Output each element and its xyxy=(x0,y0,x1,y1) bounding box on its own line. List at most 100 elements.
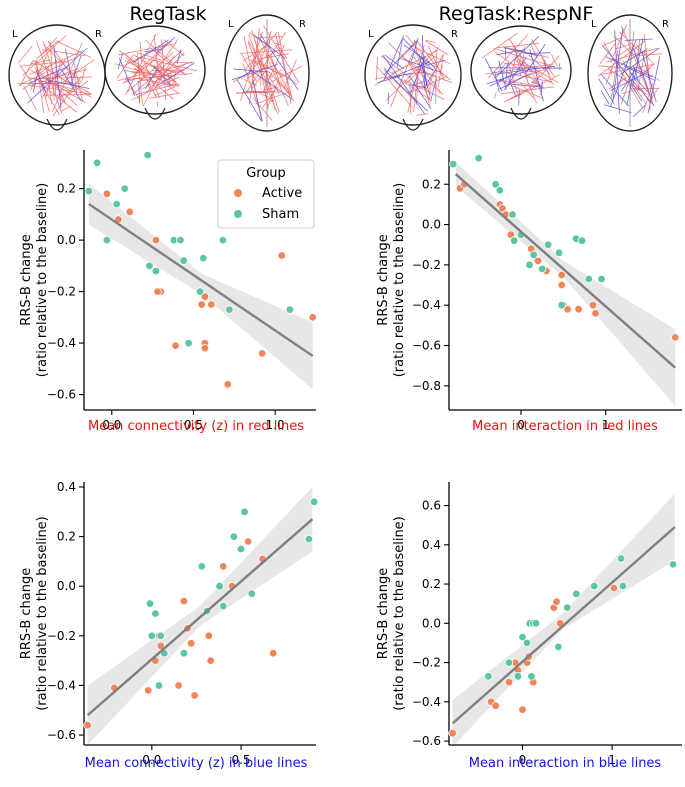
data-point-active xyxy=(574,305,583,314)
data-point-sham xyxy=(92,158,102,168)
legend-marker-sham xyxy=(233,209,243,219)
red-connection-edge xyxy=(241,59,263,80)
red-connection-edge xyxy=(239,49,293,54)
data-point-sham xyxy=(597,274,606,284)
red-connection-edge xyxy=(54,80,67,105)
blue-connection-edge xyxy=(495,65,555,75)
red-connection-edge xyxy=(481,32,518,59)
brain-outline xyxy=(364,24,462,126)
red-connection-edge xyxy=(383,67,433,102)
data-point-active xyxy=(448,729,457,738)
red-connection-edge xyxy=(145,42,169,69)
data-point-sham xyxy=(508,210,517,219)
red-connection-edge xyxy=(399,40,419,61)
red-connection-edge xyxy=(23,85,37,111)
red-connection-edge xyxy=(42,37,58,54)
red-connection-edge xyxy=(270,55,281,87)
x-tick-label: 0.5 xyxy=(231,753,250,767)
red-connection-edge xyxy=(52,75,82,117)
red-connection-edge xyxy=(247,40,280,94)
data-point-active xyxy=(153,287,162,296)
red-connection-edge xyxy=(376,56,378,81)
y-tick-label: −0.2 xyxy=(412,656,441,670)
red-connection-edge xyxy=(37,78,61,116)
blue-connection-edge xyxy=(60,68,82,102)
blue-connection-edge xyxy=(540,81,543,96)
data-point-sham xyxy=(510,236,519,245)
blue-connection-edge xyxy=(620,68,636,92)
red-connection-edge xyxy=(125,56,174,100)
blue-connection-edge xyxy=(421,35,426,89)
blue-connection-edge xyxy=(495,36,540,78)
brain-left-label: L xyxy=(368,29,374,40)
red-connection-edge xyxy=(131,50,183,96)
red-connection-edge xyxy=(36,41,63,114)
data-point-sham xyxy=(531,619,541,628)
x-tick-label: 0.0 xyxy=(102,418,121,432)
red-connection-edge xyxy=(142,70,162,107)
blue-connection-edge xyxy=(153,65,172,86)
red-connection-edge xyxy=(60,77,63,83)
data-point-sham xyxy=(102,235,112,245)
red-connection-edge xyxy=(494,92,497,99)
red-connection-edge xyxy=(435,52,437,104)
blue-connection-edge xyxy=(396,35,404,67)
brainstem-outline xyxy=(144,107,166,120)
blue-connection-edge xyxy=(598,78,615,105)
blue-connection-edge xyxy=(250,69,295,101)
red-connection-edge xyxy=(33,60,92,98)
data-point-sham xyxy=(668,560,678,569)
blue-connection-edge xyxy=(27,47,88,104)
y-tick-label: −0.8 xyxy=(412,379,441,393)
red-connection-edge xyxy=(18,56,77,87)
data-point-sham xyxy=(554,642,563,652)
red-connection-edge xyxy=(59,84,80,99)
red-connection-edge xyxy=(81,67,86,81)
blue-connection-edge xyxy=(624,38,653,41)
red-connection-edge xyxy=(173,62,193,64)
data-point-active xyxy=(204,631,214,640)
data-point-sham xyxy=(577,236,587,245)
red-connection-edge xyxy=(635,44,655,65)
column-title-regtask-respnf: RegTask:RespNF xyxy=(439,3,594,25)
data-point-active xyxy=(218,562,228,571)
red-connection-edge xyxy=(136,69,184,83)
blue-connection-edge xyxy=(499,73,531,90)
blue-connection-edge xyxy=(157,62,195,86)
data-point-active xyxy=(190,691,199,700)
glass-brain-panels: L RL RL RL R xyxy=(8,14,673,132)
data-point-sham xyxy=(522,638,532,648)
x-axis-label: Mean interaction in blue lines xyxy=(469,756,662,771)
regression-line xyxy=(451,526,676,725)
data-point-active xyxy=(200,292,210,301)
blue-connection-edge xyxy=(486,70,529,85)
red-connection-edge xyxy=(599,43,616,65)
blue-connection-edge xyxy=(53,45,62,109)
red-connection-edge xyxy=(56,40,92,58)
data-point-sham xyxy=(184,338,193,348)
x-tick-label: 1.0 xyxy=(266,418,285,432)
x-tick-label: 0 xyxy=(519,753,527,767)
brain-outline xyxy=(587,14,673,132)
blue-connection-edge xyxy=(614,29,620,114)
red-connection-edge xyxy=(252,55,255,80)
red-connection-edge xyxy=(273,42,283,46)
data-point-sham xyxy=(518,632,527,642)
red-connection-edge xyxy=(19,64,35,85)
data-point-active xyxy=(609,583,619,593)
red-connection-edge xyxy=(30,76,93,80)
y-tick-label: −0.6 xyxy=(412,734,441,748)
red-connection-edge xyxy=(440,71,451,81)
column-title-regtask: RegTask xyxy=(129,3,206,25)
data-point-sham xyxy=(572,589,581,599)
blue-connection-edge xyxy=(383,69,428,112)
blue-connection-edge xyxy=(647,56,661,114)
red-connection-edge xyxy=(247,65,269,79)
red-connection-edge xyxy=(35,59,45,114)
red-connection-edge xyxy=(45,66,49,84)
data-point-sham xyxy=(527,672,536,681)
red-connection-edge xyxy=(425,40,449,56)
